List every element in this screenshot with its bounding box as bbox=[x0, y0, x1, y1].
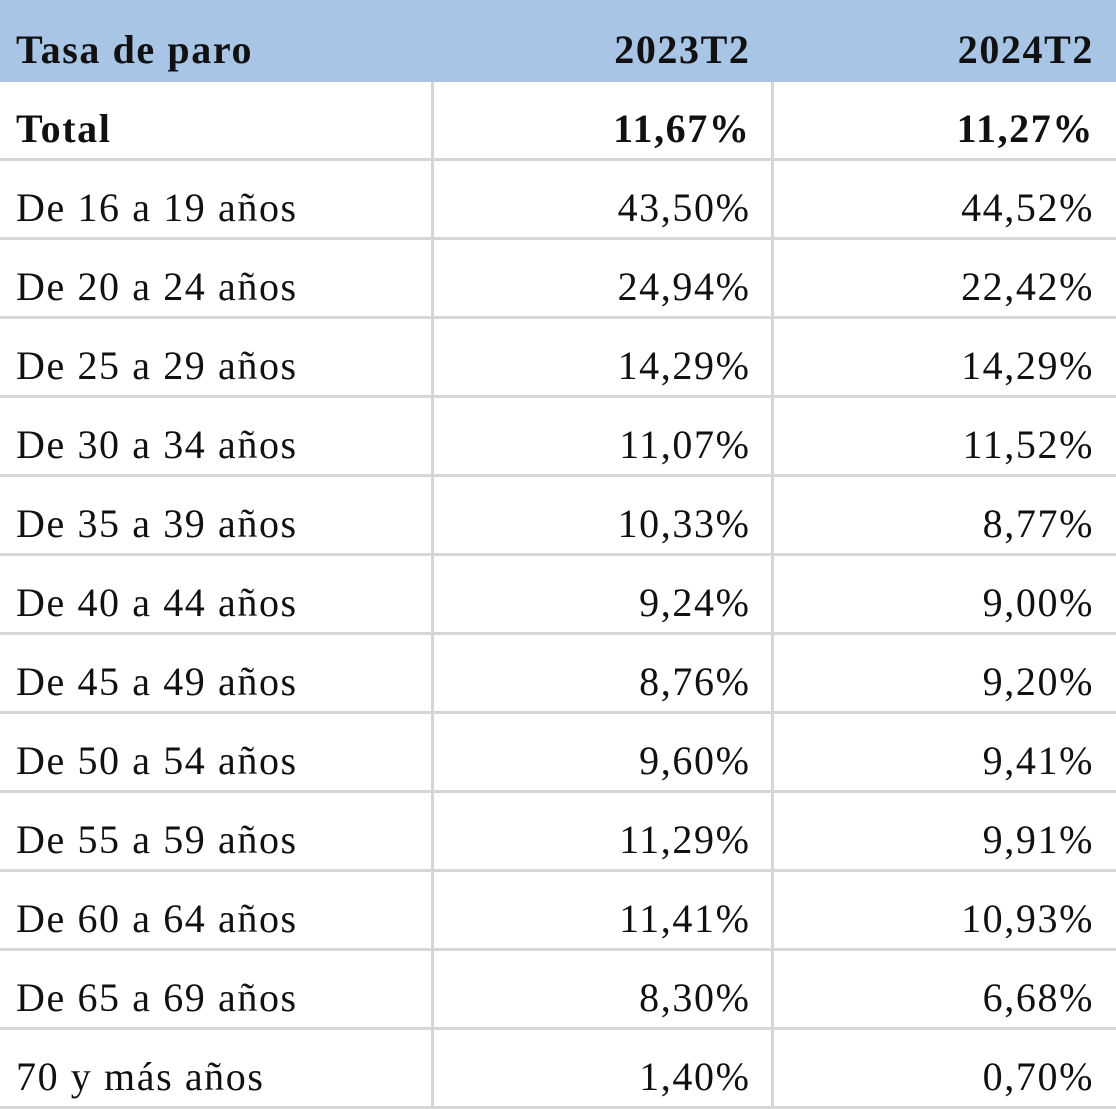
value-cell: 9,91% bbox=[770, 790, 1116, 872]
value-cell: 9,20% bbox=[770, 632, 1116, 714]
table-row: Total 11,67% 11,27% bbox=[0, 79, 1116, 161]
value-cell: 6,68% bbox=[770, 948, 1116, 1030]
header-cell: 2023T2 bbox=[430, 0, 774, 82]
value-cell: 10,93% bbox=[770, 869, 1116, 951]
label-cell: De 65 a 69 años bbox=[0, 948, 434, 1030]
table-row: De 16 a 19 años 43,50% 44,52% bbox=[0, 158, 1116, 240]
value-cell: 9,00% bbox=[770, 553, 1116, 635]
table-row: De 50 a 54 años 9,60% 9,41% bbox=[0, 711, 1116, 793]
label-cell: De 55 a 59 años bbox=[0, 790, 434, 872]
label-cell: De 35 a 39 años bbox=[0, 474, 434, 556]
table-row: De 25 a 29 años 14,29% 14,29% bbox=[0, 316, 1116, 398]
value-cell: 11,67% bbox=[430, 79, 774, 161]
label-cell: Total bbox=[0, 79, 434, 161]
value-cell: 14,29% bbox=[430, 316, 774, 398]
label-cell: De 30 a 34 años bbox=[0, 395, 434, 477]
table-row: De 45 a 49 años 8,76% 9,20% bbox=[0, 632, 1116, 714]
table-row: De 40 a 44 años 9,24% 9,00% bbox=[0, 553, 1116, 635]
value-cell: 43,50% bbox=[430, 158, 774, 240]
header-cell: Tasa de paro bbox=[0, 0, 434, 82]
label-cell: De 16 a 19 años bbox=[0, 158, 434, 240]
value-cell: 11,41% bbox=[430, 869, 774, 951]
header-cell: 2024T2 bbox=[770, 0, 1116, 82]
table-row: De 30 a 34 años 11,07% 11,52% bbox=[0, 395, 1116, 477]
value-cell: 10,33% bbox=[430, 474, 774, 556]
value-cell: 44,52% bbox=[770, 158, 1116, 240]
label-cell: 70 y más años bbox=[0, 1027, 434, 1109]
value-cell: 11,52% bbox=[770, 395, 1116, 477]
value-cell: 11,29% bbox=[430, 790, 774, 872]
value-cell: 24,94% bbox=[430, 237, 774, 319]
label-cell: De 40 a 44 años bbox=[0, 553, 434, 635]
label-cell: De 50 a 54 años bbox=[0, 711, 434, 793]
label-cell: De 60 a 64 años bbox=[0, 869, 434, 951]
value-cell: 0,70% bbox=[770, 1027, 1116, 1109]
table-row: De 35 a 39 años 10,33% 8,77% bbox=[0, 474, 1116, 556]
label-cell: De 20 a 24 años bbox=[0, 237, 434, 319]
table-body: Total 11,67% 11,27% De 16 a 19 años 43,50% 44… bbox=[0, 79, 1116, 1109]
label-cell: De 25 a 29 años bbox=[0, 316, 434, 398]
table-row: 70 y más años 1,40% 0,70% bbox=[0, 1027, 1116, 1109]
table-row: De 65 a 69 años 8,30% 6,68% bbox=[0, 948, 1116, 1030]
value-cell: 14,29% bbox=[770, 316, 1116, 398]
header-row: Tasa de paro 2023T2 2024T2 bbox=[0, 0, 1116, 82]
value-cell: 8,77% bbox=[770, 474, 1116, 556]
table-row: De 60 a 64 años 11,41% 10,93% bbox=[0, 869, 1116, 951]
table-row: De 20 a 24 años 24,94% 22,42% bbox=[0, 237, 1116, 319]
value-cell: 8,30% bbox=[430, 948, 774, 1030]
value-cell: 1,40% bbox=[430, 1027, 774, 1109]
value-cell: 8,76% bbox=[430, 632, 774, 714]
value-cell: 22,42% bbox=[770, 237, 1116, 319]
value-cell: 9,41% bbox=[770, 711, 1116, 793]
value-cell: 11,07% bbox=[430, 395, 774, 477]
value-cell: 11,27% bbox=[770, 79, 1116, 161]
value-cell: 9,60% bbox=[430, 711, 774, 793]
label-cell: De 45 a 49 años bbox=[0, 632, 434, 714]
value-cell: 9,24% bbox=[430, 553, 774, 635]
table-row: De 55 a 59 años 11,29% 9,91% bbox=[0, 790, 1116, 872]
